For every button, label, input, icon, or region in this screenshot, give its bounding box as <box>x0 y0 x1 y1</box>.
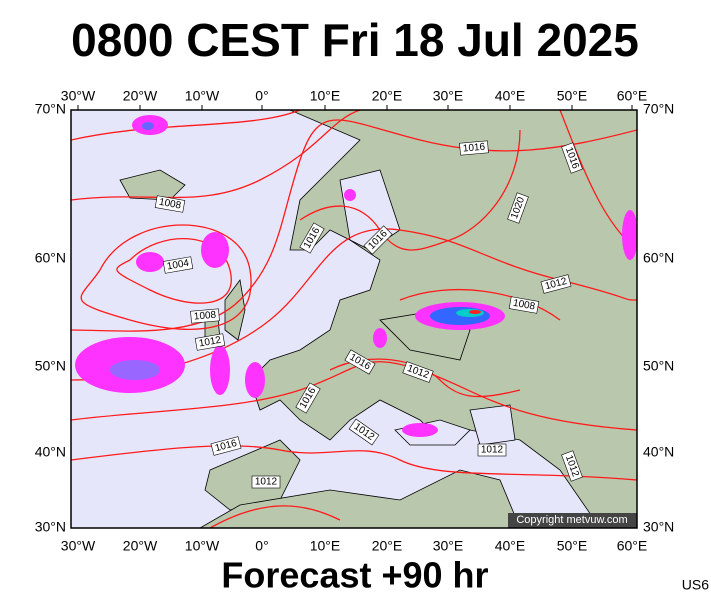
isobar-label-text: 1016 <box>462 142 486 155</box>
lat-label-right: 40°N <box>643 444 674 460</box>
isobar-label-text: 1008 <box>512 298 536 313</box>
isobar-label: 1004 <box>162 256 194 274</box>
axes: 30°W 30°W 20°W 20°W 10°W 10°W 0° 0° 10°E 10°E 20°E… <box>35 88 675 554</box>
region-code: US6 <box>682 577 709 593</box>
lon-label-bottom: 30°E <box>433 538 464 554</box>
copyright: Copyright metvuw.com <box>516 514 627 526</box>
isobar-label-text: 1012 <box>255 477 278 488</box>
isobar-label-text: 1004 <box>166 258 190 273</box>
isobar-label-box <box>344 349 376 375</box>
lon-label-bottom: 10°W <box>185 538 220 554</box>
isobar-label-box <box>459 140 489 156</box>
lat-label-left: 40°N <box>35 444 66 460</box>
isobar-label: 1012 <box>477 443 507 457</box>
lon-label-bottom: 0° <box>255 538 268 554</box>
lon-label-top: 20°E <box>372 88 403 104</box>
lon-label-top: 30°W <box>61 88 96 104</box>
copyright-box <box>508 513 637 528</box>
isobar-label-box <box>299 222 325 254</box>
isobar-label-box <box>540 274 572 294</box>
isobar-label: 1012 <box>561 450 583 482</box>
isobar-label-box <box>508 296 540 314</box>
lon-label-top: 0° <box>255 88 268 104</box>
lon-label-top: 10°W <box>185 88 220 104</box>
lon-label-bottom: 20°E <box>372 538 403 554</box>
isobar-label-box <box>561 450 583 482</box>
lat-label-left: 70°N <box>35 101 66 117</box>
forecast-label: Forecast +90 hr <box>221 555 488 596</box>
isobar-label-box <box>194 333 226 351</box>
lon-label-top: 50°E <box>557 88 588 104</box>
lat-label-right: 60°N <box>643 250 674 266</box>
lat-label-left: 30°N <box>35 519 66 535</box>
isobar-label-box <box>348 418 380 446</box>
isobar-label-box <box>251 475 281 489</box>
isobar-label: 1016 <box>210 436 242 456</box>
isobar-label-box <box>477 443 507 457</box>
isobar-label: 1008 <box>508 296 540 314</box>
lon-label-bottom: 50°E <box>557 538 588 554</box>
lon-label-top: 20°W <box>123 88 158 104</box>
isobar-label-box <box>507 192 529 224</box>
lat-label-right: 70°N <box>643 101 674 117</box>
map-frame <box>70 109 638 529</box>
isobar-label: 1016 <box>459 140 489 156</box>
isobar-label-box <box>402 361 434 383</box>
isobar-label: 1008 <box>190 308 220 324</box>
lat-label-left: 50°N <box>35 358 66 374</box>
isobar-label-text: 1008 <box>158 197 182 212</box>
lat-label-right: 30°N <box>643 519 674 535</box>
lon-label-bottom: 20°W <box>123 538 158 554</box>
isobar-label-box <box>363 225 393 255</box>
isobar-label-box <box>210 436 242 456</box>
lon-label-top: 30°E <box>433 88 464 104</box>
lon-label-top: 60°E <box>617 88 648 104</box>
isobar-label-text: 1012 <box>481 445 504 456</box>
lon-label-bottom: 40°E <box>495 538 526 554</box>
isobar-label-box <box>162 256 194 274</box>
lon-label-top: 40°E <box>495 88 526 104</box>
isobar-label: 1012 <box>251 475 281 489</box>
lat-label-left: 60°N <box>35 250 66 266</box>
isobar-label-box <box>295 382 321 414</box>
isobar-label: 1008 <box>154 195 186 213</box>
isobar-label: 1012 <box>540 274 572 294</box>
isobar-label-text: 1008 <box>193 310 217 323</box>
isobar-label-box <box>190 308 220 324</box>
precipitation <box>75 115 637 437</box>
isobar-label-box <box>154 195 186 213</box>
isobar-label-text: 1012 <box>198 335 222 350</box>
lon-label-bottom: 60°E <box>617 538 648 554</box>
isobar-label: 1012 <box>194 333 226 351</box>
isobar-label-box <box>561 142 583 174</box>
title: 0800 CEST Fri 18 Jul 2025 <box>71 14 639 66</box>
lat-label-right: 50°N <box>643 358 674 374</box>
lon-label-top: 10°E <box>310 88 341 104</box>
lon-label-bottom: 10°E <box>310 538 341 554</box>
lon-label-bottom: 30°W <box>61 538 96 554</box>
